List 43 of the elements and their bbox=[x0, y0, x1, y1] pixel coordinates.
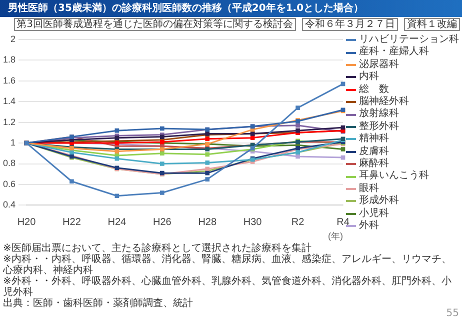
x-tick-label: R4 bbox=[336, 216, 350, 228]
legend-label: リハビリテーション科 bbox=[359, 34, 459, 46]
text: ※医師届出票において、主たる診療科として選択された診療科を集計 bbox=[3, 243, 312, 254]
text: ※外科・・外科、呼吸器外科、心臓血管外科、乳腺外科、気管食道外科、消化器外科、肛門外科、小児外科 bbox=[3, 276, 452, 298]
source-note: 出典：医師・歯科医師・薬剤師調査、統計 bbox=[3, 298, 194, 309]
legend-label: 産科・産婦人科 bbox=[359, 46, 429, 58]
y-tick-label: 0.6 bbox=[2, 178, 16, 189]
x-tick-label: H24 bbox=[108, 216, 127, 228]
legend-label: 脳神経外科 bbox=[359, 96, 409, 108]
y-tick-label: 0.4 bbox=[2, 200, 16, 210]
legend-label: 放射線科 bbox=[359, 108, 399, 120]
text: 55 bbox=[446, 308, 459, 319]
x-tick-label: R2 bbox=[291, 216, 305, 228]
legend-label: 泌尿器科 bbox=[359, 58, 399, 70]
x-axis-title: (年) bbox=[328, 231, 343, 242]
text: 資料１改編 bbox=[404, 18, 460, 31]
y-tick-label: 0.8 bbox=[2, 158, 16, 168]
y-tick-label: 1.6 bbox=[2, 75, 16, 86]
chart-title: 男性医師（35歳未満）の診療科別医師数の推移（平成20年を1.0とした場合） bbox=[0, 0, 462, 17]
legend-label: 内科 bbox=[359, 71, 379, 84]
text: 令和６年３月２７日 bbox=[302, 18, 398, 31]
x-tick-label: H28 bbox=[198, 216, 217, 228]
legend-label: 形成外科 bbox=[359, 195, 399, 208]
y-tick-label: 2 bbox=[10, 34, 16, 44]
text: 第3回医師養成過程を通じた医師の偏在対策等に関する検討会 bbox=[14, 18, 296, 31]
x-tick-label: H20 bbox=[17, 216, 36, 228]
legend-label: 精神科 bbox=[359, 133, 389, 146]
legend-label: 小児科 bbox=[359, 208, 389, 220]
y-tick-label: 1.8 bbox=[2, 54, 16, 65]
x-tick-label: H26 bbox=[152, 216, 172, 228]
legend-label: 外科 bbox=[359, 220, 379, 232]
legend-label: 眼科 bbox=[359, 182, 379, 194]
text: ※内科・・内科、呼吸器、循環器、消化器、腎臓、糖尿病、血液、感染症、アレルギー、リウマチ、心療内科、神経内科 bbox=[3, 254, 452, 276]
y-tick-label: 1 bbox=[10, 138, 16, 148]
legend-label: 麻酔科 bbox=[359, 158, 389, 170]
x-tick-label: H30 bbox=[243, 216, 262, 228]
y-tick-label: 1.2 bbox=[2, 116, 16, 127]
legend-label: 耳鼻いんこう科 bbox=[359, 170, 429, 182]
y-tick-label: 1.4 bbox=[2, 96, 16, 106]
legend-label: 皮膚科 bbox=[359, 146, 389, 158]
legend-label: 総 数 bbox=[359, 84, 389, 96]
legend-label: 整形外科 bbox=[359, 120, 399, 132]
x-tick-label: H22 bbox=[62, 216, 82, 228]
